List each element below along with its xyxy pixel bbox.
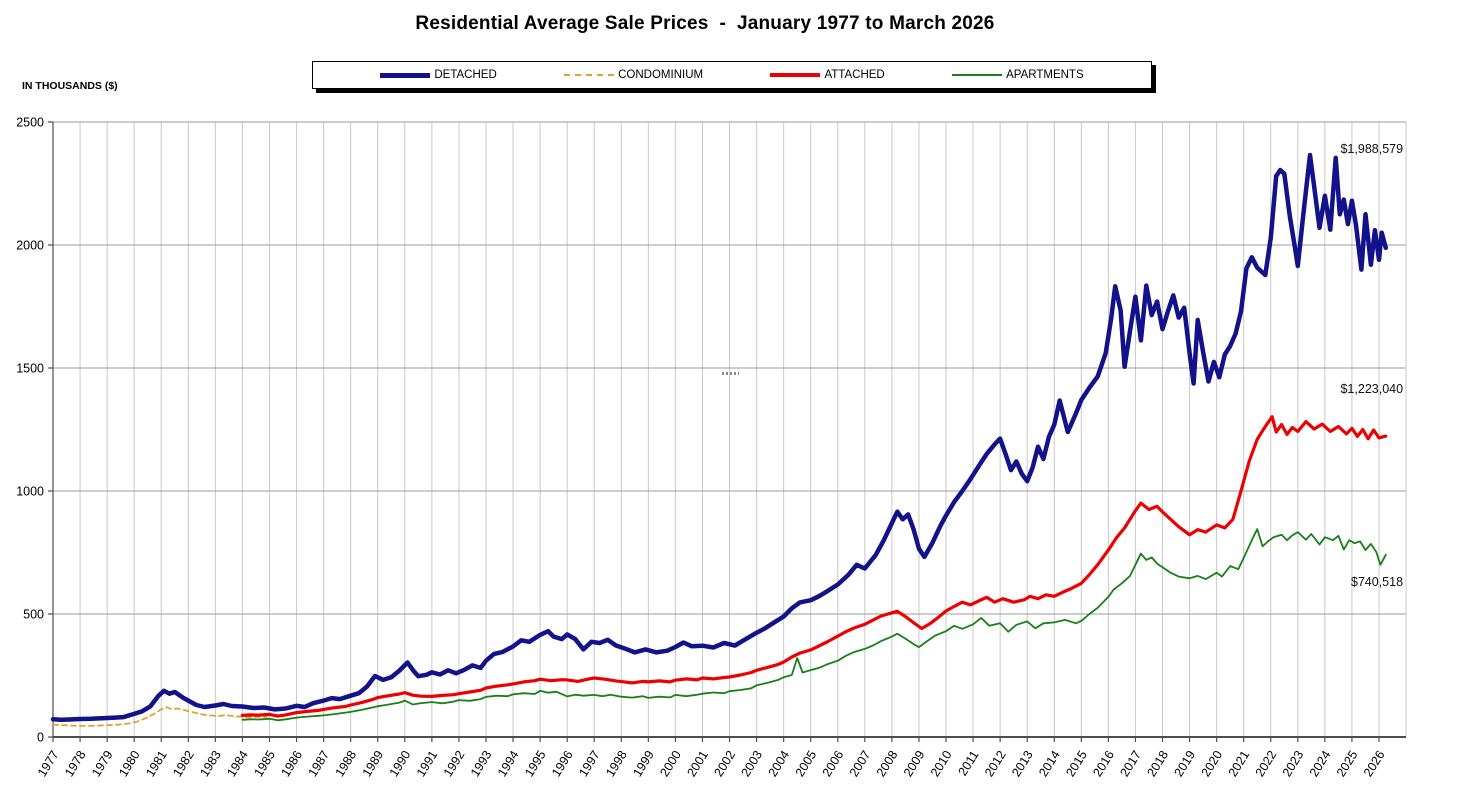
x-tick-label: 1995 xyxy=(522,748,549,779)
legend-label: ATTACHED xyxy=(824,69,885,81)
x-tick-label: 1978 xyxy=(62,748,89,779)
x-tick-label: 1991 xyxy=(414,748,441,779)
x-tick-label: 2001 xyxy=(684,748,711,779)
legend-line-swatch-apartments-icon xyxy=(952,74,1003,76)
x-tick-label: 1987 xyxy=(306,748,333,779)
end-value-label-attached: $1,223,040 xyxy=(1340,382,1403,396)
x-tick-label: 1996 xyxy=(549,748,576,779)
legend-item-condominium: CONDOMINIUM xyxy=(564,69,703,81)
x-tick-label: 2016 xyxy=(1090,748,1117,779)
x-tick-label: 2011 xyxy=(956,748,982,778)
x-tick-label: 2018 xyxy=(1144,748,1171,779)
x-tick-label: 2014 xyxy=(1036,748,1063,779)
x-tick-label: 1994 xyxy=(495,748,522,779)
x-tick-label: 1981 xyxy=(143,748,170,779)
x-tick-label: 1979 xyxy=(89,748,116,779)
y-tick-label: 500 xyxy=(23,608,44,622)
x-tick-label: 2007 xyxy=(847,748,874,779)
x-tick-label: 1993 xyxy=(468,748,495,779)
legend-item-attached: ATTACHED xyxy=(770,69,885,81)
y-tick-label: 2500 xyxy=(16,116,44,130)
x-tick-label: 2019 xyxy=(1172,748,1199,779)
series-line-apartments xyxy=(241,528,1387,722)
x-tick-label: 2017 xyxy=(1117,748,1144,779)
legend-label: CONDOMINIUM xyxy=(618,69,704,81)
legend-item-apartments: APARTMENTS xyxy=(952,69,1084,81)
y-tick-label: 1000 xyxy=(16,485,44,499)
y-tick-label: 0 xyxy=(37,731,44,745)
x-tick-label: 2024 xyxy=(1307,748,1334,779)
y-axis-unit-label: IN THOUSANDS ($) xyxy=(22,80,118,92)
x-tick-label: 2013 xyxy=(1009,748,1036,779)
x-tick-label: 2020 xyxy=(1199,748,1226,779)
x-tick-label: 1990 xyxy=(387,748,414,779)
x-tick-label: 2023 xyxy=(1280,748,1307,779)
x-tick-label: 1988 xyxy=(333,748,360,779)
x-tick-label: 2009 xyxy=(901,748,928,779)
x-tick-label: 1986 xyxy=(278,748,305,779)
x-tick-label: 2021 xyxy=(1226,748,1253,779)
x-tick-label: 1998 xyxy=(603,748,630,779)
x-tick-label: 2003 xyxy=(739,748,766,779)
x-tick-label: 2012 xyxy=(982,748,1009,779)
x-tick-label: 1997 xyxy=(576,748,603,779)
x-tick-label: 1982 xyxy=(170,748,197,779)
legend-line-swatch-condominium-icon xyxy=(564,74,615,76)
series-line-condominium xyxy=(52,706,268,727)
legend-label: APARTMENTS xyxy=(1006,69,1084,81)
legend-label: DETACHED xyxy=(434,69,497,81)
y-tick-label: 1500 xyxy=(16,362,44,376)
x-tick-label: 2000 xyxy=(657,748,684,779)
end-value-label-apartments: $740,518 xyxy=(1351,575,1403,589)
x-tick-label: 2006 xyxy=(820,748,847,779)
legend-item-detached: DETACHED xyxy=(380,69,497,81)
x-tick-label: 2002 xyxy=(711,748,738,779)
series-line-detached xyxy=(50,152,1389,723)
x-tick-label: 2008 xyxy=(874,748,901,779)
y-tick-label: 2000 xyxy=(16,239,44,253)
x-tick-label: 1984 xyxy=(224,748,251,779)
x-tick-label: 2010 xyxy=(928,748,955,779)
x-tick-label: 2025 xyxy=(1334,748,1361,779)
x-tick-label: 2004 xyxy=(766,748,793,779)
x-tick-label: 2015 xyxy=(1063,748,1090,779)
x-tick-label: 1999 xyxy=(630,748,657,779)
series-line-attached xyxy=(240,415,1388,718)
x-tick-label: 2005 xyxy=(793,748,820,779)
legend-line-swatch-detached-icon xyxy=(380,72,431,78)
x-tick-label: 1992 xyxy=(441,748,468,779)
x-tick-label: 1985 xyxy=(251,748,278,779)
end-value-label-detached: $1,988,579 xyxy=(1340,142,1403,156)
page-title: Residential Average Sale Prices - Januar… xyxy=(415,13,995,34)
x-tick-label: 1983 xyxy=(197,748,224,779)
x-tick-label: 1977 xyxy=(35,748,62,779)
legend: DETACHED CONDOMINIUM ATTACHED APARTMENTS xyxy=(312,61,1152,89)
dotted-artifact xyxy=(722,372,739,375)
x-tick-label: 1989 xyxy=(360,748,387,779)
x-tick-label: 1980 xyxy=(116,748,143,779)
x-tick-label: 2022 xyxy=(1253,748,1280,779)
x-tick-label: 2026 xyxy=(1361,748,1388,779)
legend-line-swatch-attached-icon xyxy=(770,73,821,77)
